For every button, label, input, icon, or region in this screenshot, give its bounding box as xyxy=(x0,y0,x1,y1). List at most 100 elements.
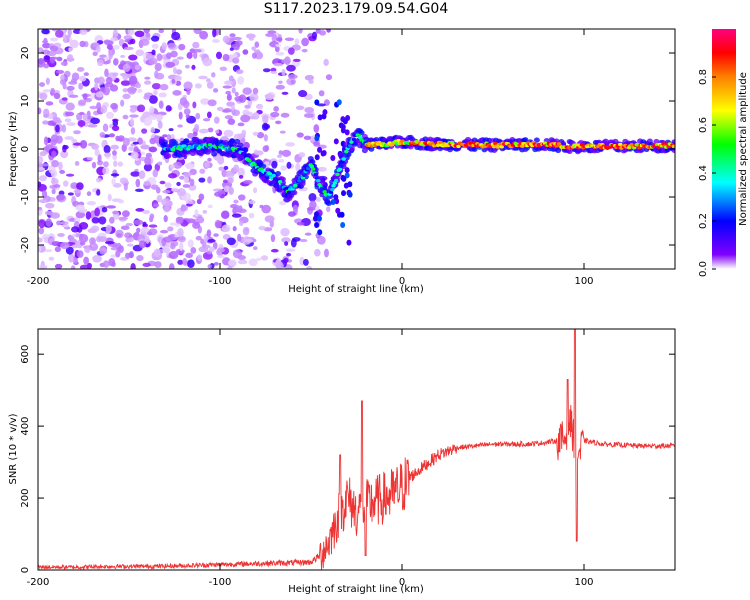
heatmap-noise-blob xyxy=(105,76,113,85)
heatmap-noise-blob xyxy=(97,59,104,67)
heatmap-noise-blob xyxy=(214,191,223,197)
heatmap-noise-blob xyxy=(50,169,58,178)
heatmap-noise-blob xyxy=(108,50,113,60)
heatmap-streak-blob xyxy=(314,211,320,218)
heatmap-signal-core xyxy=(330,187,335,192)
heatmap-signal-core xyxy=(302,173,307,177)
heatmap-noise-blob xyxy=(202,57,213,67)
heatmap-noise-blob xyxy=(90,225,100,232)
heatmap-signal-core xyxy=(271,173,276,178)
heatmap-streak-blob xyxy=(333,138,339,145)
heatmap-noise-blob xyxy=(177,227,184,237)
heatmap-y-tick-label: 20 xyxy=(20,47,31,60)
heatmap-noise-blob xyxy=(167,226,174,232)
heatmap-y-ticks: -20 -10 0 10 20 xyxy=(20,47,675,253)
heatmap-noise-blob xyxy=(41,163,49,167)
heatmap-noise-blob xyxy=(39,82,46,87)
heatmap-noise-blob xyxy=(127,29,135,36)
heatmap-streak-blob xyxy=(314,222,320,229)
heatmap-noise-blob xyxy=(185,252,193,259)
heatmap-noise-blob xyxy=(318,90,325,97)
heatmap-signal-halo xyxy=(291,190,298,196)
heatmap-signal-halo xyxy=(566,148,573,154)
heatmap-signal-halo xyxy=(211,151,218,157)
heatmap-noise-blob xyxy=(148,106,155,114)
heatmap-noise-blob xyxy=(53,184,61,188)
heatmap-noise-blob xyxy=(236,205,241,211)
heatmap-noise-blob xyxy=(51,150,57,158)
heatmap-noise-blob xyxy=(303,135,312,141)
heatmap-noise-blob xyxy=(69,39,79,49)
snr-line-marks xyxy=(38,329,675,570)
heatmap-noise-blob xyxy=(41,49,50,55)
heatmap-noise-blob xyxy=(166,200,173,207)
heatmap-noise-blob xyxy=(41,190,48,198)
heatmap-noise-blob xyxy=(185,114,191,119)
heatmap-noise-blob xyxy=(274,45,280,53)
colorbar-ticks: 0.0 0.2 0.4 0.6 0.8 xyxy=(698,69,716,277)
heatmap-signal-halo xyxy=(522,137,529,143)
heatmap-noise-blob xyxy=(183,176,190,184)
heatmap-noise-blob xyxy=(299,238,308,243)
heatmap-noise-blob xyxy=(170,50,178,58)
heatmap-noise-blob xyxy=(193,29,202,35)
heatmap-noise-blob xyxy=(252,87,259,95)
heatmap-noise-blob xyxy=(248,212,255,219)
heatmap-noise-blob xyxy=(263,123,271,129)
heatmap-streak-blob xyxy=(322,109,328,116)
heatmap-noise-blob xyxy=(319,30,326,36)
heatmap-noise-blob xyxy=(194,83,202,89)
heatmap-noise-blob xyxy=(231,36,242,41)
heatmap-noise-blob xyxy=(51,178,59,186)
heatmap-noise-blob xyxy=(135,178,141,188)
heatmap-streak-blob xyxy=(344,167,350,174)
heatmap-noise-blob xyxy=(270,234,276,243)
heatmap-noise-blob xyxy=(171,31,181,41)
heatmap-noise-blob xyxy=(151,82,161,90)
heatmap-noise-blob xyxy=(231,78,237,88)
heatmap-noise-blob xyxy=(231,87,236,94)
heatmap-noise-blob xyxy=(271,160,278,169)
heatmap-noise-blob xyxy=(109,216,115,224)
heatmap-noise-blob xyxy=(162,134,168,138)
heatmap-noise-blob xyxy=(233,164,240,173)
heatmap-noise-blob xyxy=(127,86,137,95)
heatmap-noise-blob xyxy=(242,87,252,95)
heatmap-signal-core xyxy=(277,180,283,184)
heatmap-noise-blob xyxy=(123,35,133,41)
heatmap-noise-blob xyxy=(178,43,186,51)
colorbar-tick-label: 0.0 xyxy=(698,261,709,277)
heatmap-noise-blob xyxy=(313,142,321,147)
heatmap-noise-blob xyxy=(122,72,129,81)
heatmap-noise-blob xyxy=(68,47,73,52)
heatmap-noise-blob xyxy=(278,80,283,84)
heatmap-noise-blob xyxy=(55,124,60,133)
heatmap-noise-blob xyxy=(67,29,72,36)
heatmap-signal-core xyxy=(493,141,498,146)
heatmap-noise-blob xyxy=(86,191,92,197)
heatmap-noise-blob xyxy=(167,42,177,49)
heatmap-noise-blob xyxy=(57,232,65,237)
heatmap-noise-blob xyxy=(198,193,205,201)
heatmap-noise-blob xyxy=(154,261,162,269)
heatmap-streak-blob xyxy=(344,129,350,136)
heatmap-noise-blob xyxy=(271,33,278,43)
heatmap-noise-blob xyxy=(174,75,181,81)
heatmap-noise-blob xyxy=(83,256,90,265)
heatmap-noise-blob xyxy=(211,72,216,78)
heatmap-noise-blob xyxy=(38,227,45,235)
heatmap-noise-blob xyxy=(68,80,78,85)
heatmap-signal-core xyxy=(435,143,441,147)
heatmap-streak-blob xyxy=(341,190,347,197)
heatmap-noise-blob xyxy=(86,157,94,161)
heatmap-signal-core xyxy=(296,179,302,183)
heatmap-noise-blob xyxy=(103,152,112,158)
heatmap-noise-blob xyxy=(134,64,141,71)
heatmap-noise-blob xyxy=(91,217,100,224)
heatmap-noise-blob xyxy=(38,107,42,115)
heatmap-noise-blob xyxy=(285,142,296,147)
heatmap-noise-blob xyxy=(231,213,242,218)
heatmap-noise-blob xyxy=(64,118,72,123)
heatmap-noise-blob xyxy=(68,235,75,241)
heatmap-noise-blob xyxy=(73,130,81,135)
